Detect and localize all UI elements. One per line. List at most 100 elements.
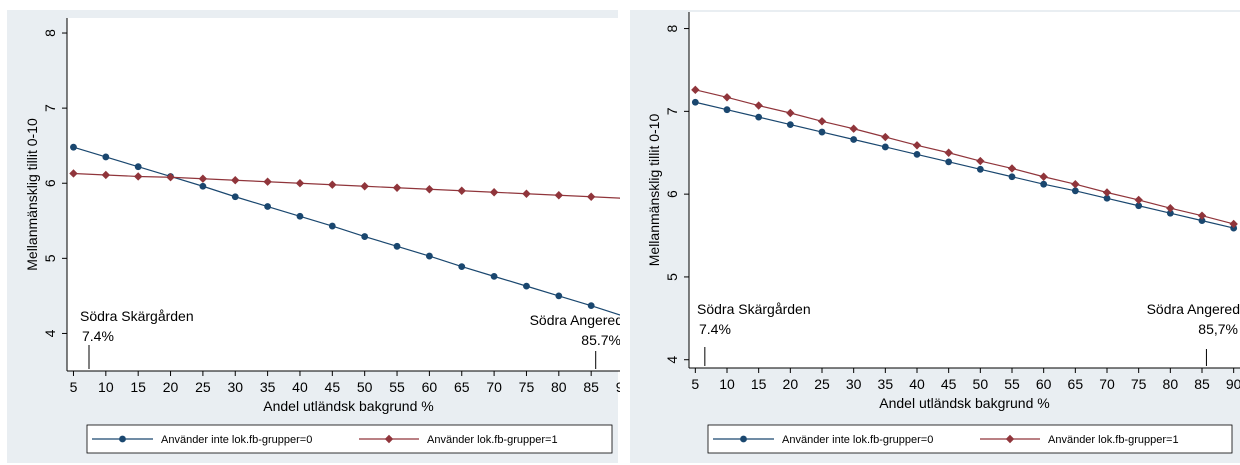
legend-label: Använder inte lok.fb-grupper=0 xyxy=(782,434,933,446)
x-tick-label: 20 xyxy=(163,379,179,395)
y-tick-label: 5 xyxy=(664,273,680,281)
x-tick-label: 90 xyxy=(616,379,620,395)
legend-label: Använder inte lok.fb-grupper=0 xyxy=(161,434,312,446)
series-1-point xyxy=(489,188,499,197)
legend-marker-0 xyxy=(119,435,126,443)
series-0-point xyxy=(555,292,563,300)
series-line-0 xyxy=(695,101,1234,229)
series-1-point xyxy=(1229,219,1238,229)
series-1-point xyxy=(1102,188,1112,197)
series-1-point xyxy=(912,141,922,150)
series-0-point xyxy=(850,136,858,143)
x-tick-label: 50 xyxy=(357,379,373,395)
x-axis-label: Andel utländsk bakgrund % xyxy=(879,395,1049,411)
legend-box xyxy=(707,424,1233,454)
annotation-title: Södra Skärgården xyxy=(697,301,811,317)
annotation-title: Södra Angered xyxy=(1147,301,1240,317)
series-0-point xyxy=(1135,202,1143,210)
series-1-point xyxy=(1197,211,1207,220)
legend-marker-1 xyxy=(384,434,394,444)
y-tick-label: 7 xyxy=(664,107,680,115)
series-1-point xyxy=(586,192,596,201)
x-tick-label: 35 xyxy=(878,376,894,392)
annotation-value: 7.4% xyxy=(699,321,731,337)
x-tick-label: 40 xyxy=(292,379,308,395)
series-0-point xyxy=(134,163,142,171)
series-0-point xyxy=(881,143,889,151)
series-0-point xyxy=(328,222,336,230)
x-tick-label: 30 xyxy=(846,376,862,392)
series-0-point xyxy=(70,143,77,151)
series-0-point xyxy=(1166,209,1174,217)
x-tick-label: 85 xyxy=(583,379,599,395)
x-tick-label: 85 xyxy=(1194,376,1210,392)
series-0-point xyxy=(296,212,304,220)
plot-area xyxy=(689,12,1240,368)
series-line-0 xyxy=(73,146,620,316)
series-0-point xyxy=(913,151,921,158)
series-1-point xyxy=(263,177,272,186)
x-tick-label: 10 xyxy=(719,376,735,392)
series-1-point xyxy=(392,183,402,192)
y-tick-label: 6 xyxy=(42,179,58,187)
series-1-point xyxy=(69,169,78,178)
series-1-point xyxy=(328,180,337,189)
series-0-point xyxy=(976,165,984,173)
x-tick-label: 35 xyxy=(260,379,276,395)
x-tick-label: 10 xyxy=(98,379,114,395)
series-0-point xyxy=(1071,187,1079,195)
series-0-point xyxy=(264,203,272,210)
y-tick-label: 6 xyxy=(664,190,680,198)
series-0-point xyxy=(1040,180,1048,188)
series-1-point xyxy=(295,179,305,188)
chart-left: 4567851015202530354045505560657075808590… xyxy=(7,10,620,463)
x-tick-label: 70 xyxy=(486,379,502,395)
legend-box xyxy=(86,424,613,454)
series-0-point xyxy=(102,153,110,161)
legend-label: Använder lok.fb-grupper=1 xyxy=(427,434,558,446)
series-0-point xyxy=(1198,217,1206,225)
x-tick-label: 40 xyxy=(909,376,925,392)
x-tick-label: 70 xyxy=(1099,376,1115,392)
series-0-point xyxy=(945,158,953,166)
y-axis-label: Mellanmänsklig tillit 0-10 xyxy=(24,118,40,271)
y-axis-label: Mellanmänsklig tillit 0-10 xyxy=(646,114,662,267)
series-1-point xyxy=(425,185,434,194)
x-tick-label: 75 xyxy=(519,379,535,395)
legend-label: Använder lok.fb-grupper=1 xyxy=(1048,434,1179,446)
y-tick-label: 4 xyxy=(42,329,58,337)
x-tick-label: 15 xyxy=(751,376,767,392)
x-tick-label: 20 xyxy=(783,376,799,392)
annotation-value: 7.4% xyxy=(82,328,114,344)
x-tick-label: 55 xyxy=(1004,376,1020,392)
series-line-1 xyxy=(73,172,620,199)
series-0-point xyxy=(490,272,498,280)
series-0-point xyxy=(786,121,794,128)
x-tick-label: 60 xyxy=(1036,376,1052,392)
series-1-point xyxy=(360,182,369,191)
annotation-title: Södra Angered xyxy=(530,312,620,328)
series-1-point xyxy=(817,117,827,126)
y-tick-label: 8 xyxy=(664,24,680,32)
x-axis-label: Andel utländsk bakgrund % xyxy=(263,398,433,414)
series-1-point xyxy=(554,191,564,200)
x-tick-label: 15 xyxy=(130,379,146,395)
x-tick-label: 45 xyxy=(325,379,341,395)
x-tick-label: 30 xyxy=(227,379,243,395)
series-0-point xyxy=(1103,194,1111,202)
series-0-point xyxy=(755,113,763,121)
series-0-point xyxy=(425,252,433,260)
annotation-value: 85.7% xyxy=(581,332,620,348)
legend-marker-1 xyxy=(1005,434,1015,444)
x-tick-label: 25 xyxy=(195,379,211,395)
y-tick-label: 8 xyxy=(42,29,58,37)
legend-marker-0 xyxy=(740,435,747,443)
series-1-point xyxy=(1007,164,1017,173)
series-0-point xyxy=(691,98,699,106)
series-0-point xyxy=(523,282,530,290)
x-tick-label: 80 xyxy=(551,379,567,395)
series-1-point xyxy=(722,93,732,102)
series-0-point xyxy=(723,106,731,114)
series-0-point xyxy=(818,128,826,136)
